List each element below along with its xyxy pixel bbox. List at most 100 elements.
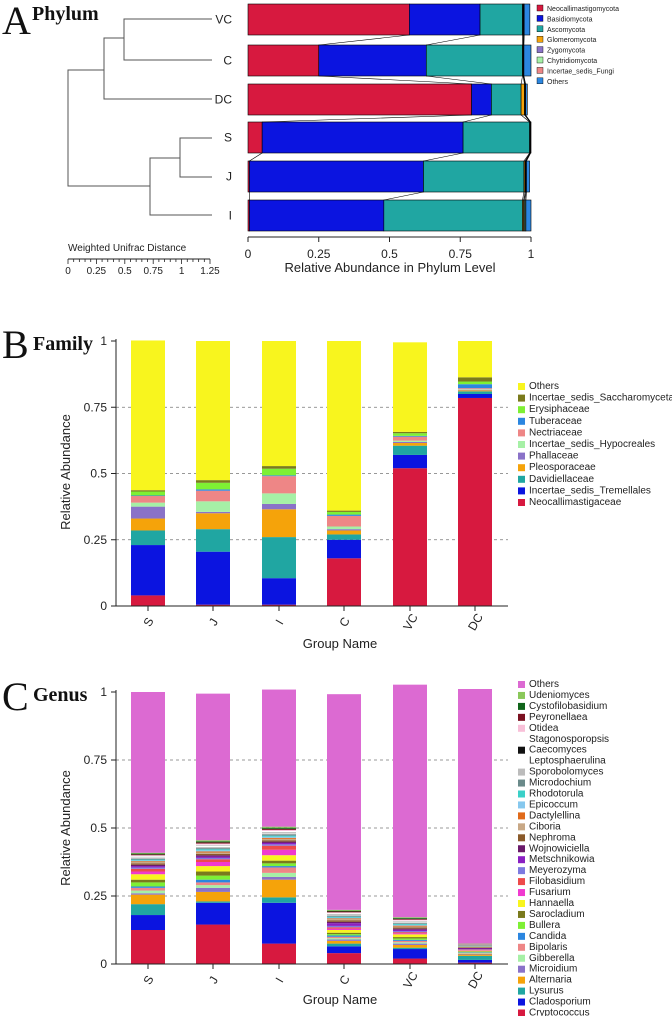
panel-c-legend-swatch-lysurus — [518, 987, 525, 995]
dendrogram-lower-join — [67, 115, 150, 187]
phylum-legend-swatch-chytridiomycota — [536, 56, 544, 64]
panel-c-bar-vc-udeniomyces — [393, 917, 427, 919]
phylum-connector — [249, 152, 263, 162]
panel-b-x-tick-label: J — [206, 616, 221, 628]
panel-c: C Genus 0 0.25 0.5 0.75 1 S J I C VC DC OthersUden… — [2, 674, 609, 1016]
panel-b-bar-i-tuberaceae — [262, 475, 296, 477]
panel-b-bar-dc-davidiellaceae — [458, 391, 492, 394]
panel-b-bar-i-incertae-sedis-tremellales — [262, 578, 296, 605]
panel-b-bar-s-erysiphaceae — [131, 491, 165, 496]
panel-c-bar-j-others — [196, 693, 230, 841]
panel-a-title: Phylum — [32, 3, 99, 25]
panel-c-bar-j-lysurus — [196, 901, 230, 903]
panel-c-bar-c-cladosporium — [327, 946, 361, 954]
panel-b-bar-vc-incertae-sedis-hypocreales — [393, 440, 427, 442]
dendrogram-scale-label: 1 — [179, 266, 185, 277]
panel-c-legend-label: Bipolaris — [529, 942, 567, 953]
panel-c-bar-i-ciboria — [262, 838, 296, 841]
panel-c-bar-dc-candida — [458, 952, 492, 953]
panel-c-bar-s-leptosphaerulina — [131, 857, 165, 858]
panel-c-legend-label: Microidium — [529, 964, 577, 975]
panel-c-bar-j-sporobolomyces — [196, 847, 230, 849]
panel-a: A Phylum Weighted Unifrac Distance 0 0.25… — [2, 0, 619, 277]
panel-b-bar-dc-pleosporaceae — [458, 390, 492, 392]
panel-c-bar-i-cryptococcus — [262, 943, 296, 964]
panel-b-bar-s-nectriaceae — [131, 496, 165, 503]
panel-c-bar-i-sporobolomyces — [262, 833, 296, 835]
panel-c-bar-j-fusarium — [196, 862, 230, 867]
panel-c-legend-label: Microdochium — [529, 778, 591, 789]
panel-c-legend-label: Wojnowiciella — [529, 843, 590, 854]
panel-c-bar-s-alternaria — [131, 894, 165, 905]
panel-a-letter: A — [2, 0, 31, 43]
panel-b-legend-label: Incertae_sedis_Hypocreales — [529, 439, 655, 450]
panel-b-xlabel: Group Name — [303, 636, 377, 651]
phylum-legend-label: Neocallimastigomycota — [547, 6, 619, 13]
panel-c-bar-vc-lysurus — [393, 947, 427, 950]
panel-c-bar-c-others — [327, 694, 361, 910]
panel-c-bar-c-gibberella — [327, 938, 361, 940]
panel-b-bar-vc-incertae-sedis-saccharomycetales — [393, 431, 427, 434]
panel-b-bar-s-neocallimastigaceae — [131, 595, 165, 606]
panel-c-legend-swatch-microidium — [518, 965, 525, 973]
panel-c-legend-label: Otidea — [529, 723, 559, 734]
phylum-connector — [522, 191, 525, 201]
panel-b-x-tick-label: C — [336, 614, 353, 629]
panel-c-bar-j-candida — [196, 879, 230, 883]
panel-c-ylabel: Relative Abundance — [58, 770, 73, 886]
panel-b-bar-c-nectriaceae — [327, 515, 361, 527]
panel-b-legend-label: Erysiphaceae — [529, 404, 590, 415]
panel-c-legend-label: Cryptococcus — [529, 1008, 590, 1016]
panel-b-bar-c-phallaceae — [327, 529, 361, 531]
panel-c-bar-dc-nephroma — [458, 947, 492, 948]
panel-c-bar-i-microidium — [262, 876, 296, 880]
panel-c-bar-dc-others — [458, 689, 492, 944]
phylum-x-tick-label: 0.25 — [307, 247, 331, 261]
dendrogram-scale-label: 1.25 — [200, 266, 220, 277]
phylum-legend-label: Zygomycota — [547, 48, 585, 55]
phylum-bar-dc-others — [525, 83, 528, 116]
panel-c-legend-label: Others — [529, 679, 559, 690]
phylum-bar-s-basidiomycota — [261, 121, 464, 154]
phylum-bar-dc-ascomycota — [491, 83, 522, 116]
panel-c-legend-swatch-microdochium — [518, 779, 525, 787]
panel-b-bar-j-tuberaceae — [196, 489, 230, 491]
panel-b-bar-c-erysiphaceae — [327, 511, 361, 515]
panel-c-legend-swatch-bullera — [518, 921, 525, 929]
phylum-legend-swatch-zygomycota — [536, 46, 544, 53]
panel-c-bar-dc-lysurus — [458, 955, 492, 960]
panel-c-bar-dc-gibberella — [458, 953, 492, 954]
panel-b-y-tick-label: 0.5 — [90, 467, 107, 481]
dendrogram-scale-label: 0.5 — [118, 266, 132, 277]
panel-b-legend-label: Nectriaceae — [529, 427, 583, 438]
panel-c-bar-s-stagonosporopsis — [131, 856, 165, 857]
panel-c-bar-i-candida — [262, 866, 296, 868]
panel-c-bar-i-microdochium — [262, 834, 296, 836]
panel-b-legend-label: Others — [529, 381, 559, 392]
panel-c-bar-vc-dactylellina — [393, 925, 427, 927]
dendrogram-upper-join — [67, 69, 104, 115]
dendrogram-j — [179, 158, 212, 178]
dendrogram-s — [179, 137, 212, 158]
panel-c-bar-vc-fusarium — [393, 933, 427, 935]
panel-c-bar-j-rhodotorula — [196, 849, 230, 851]
panel-c-bar-i-fusarium — [262, 849, 296, 856]
panel-b-legend-label: Incertae_sedis_Saccharomycetales — [529, 393, 672, 404]
phylum-connector — [318, 34, 410, 46]
phylum-bar-i-ascomycota — [383, 199, 523, 232]
panel-c-x-tick-label: C — [336, 972, 353, 987]
panel-c-bar-dc-bipolaris — [458, 952, 492, 954]
panel-b-bar-vc-phallaceae — [393, 441, 427, 444]
panel-b-bar-c-incertae-sedis-hypocreales — [327, 526, 361, 530]
panel-c-legend-label: Hannaella — [529, 898, 574, 909]
panel-b-bar-s-incertae-sedis-saccharomycetales — [131, 490, 165, 492]
phylum-bar-dc-neocallimastigomycota — [247, 83, 472, 116]
panel-c-legend-swatch-peyronellaea — [518, 713, 525, 721]
panel-c-letter: C — [2, 674, 29, 719]
phylum-bar-j-others — [526, 160, 530, 193]
panel-c-bar-dc-fusarium — [458, 950, 492, 951]
panel-b-x-tick-label: I — [273, 617, 287, 627]
panel-c-bar-s-sarocladium — [131, 879, 165, 883]
panel-c-bar-i-udeniomyces — [262, 826, 296, 828]
